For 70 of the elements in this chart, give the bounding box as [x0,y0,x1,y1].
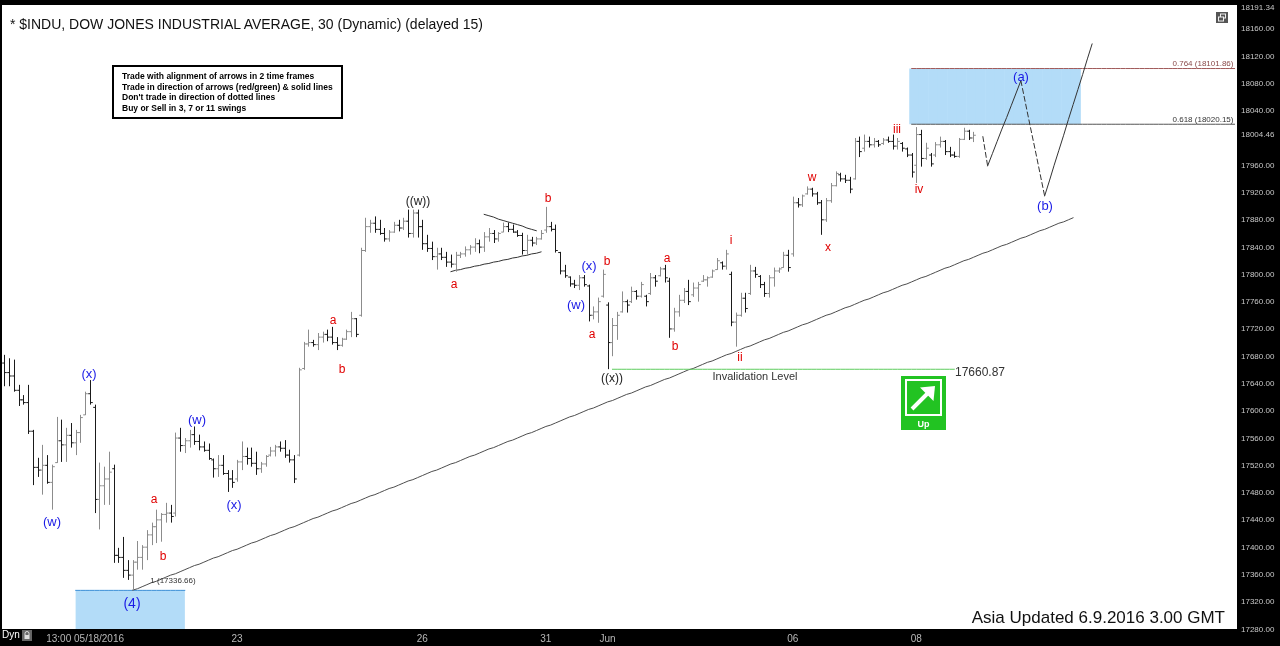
x-tick-label: 06 [787,632,799,644]
y-tick-label: 17560.00 [1241,433,1275,443]
annotation: ii [737,350,743,364]
annotation: b [544,191,552,205]
annotation: Trade in direction of arrows (red/green) & solid lines [122,81,333,92]
y-tick-label: 17960.00 [1241,160,1275,170]
annotation: a [588,327,596,341]
annotation: a [150,492,158,506]
annotation: (b) [1037,197,1053,213]
y-tick-label: 17280.00 [1241,624,1275,634]
y-tick-label: 18160.00 [1241,24,1275,34]
annotation: b [671,339,679,353]
annotation: a [329,313,337,327]
annotation: b [159,549,167,563]
annotation: (4) [123,595,141,611]
annotation: w [807,170,817,184]
annotation: b [603,254,611,268]
y-tick-label: 17760.00 [1241,297,1275,307]
x-tick-label: 23 [231,632,244,644]
annotation: (w) [42,513,62,529]
annotation: a [663,251,671,265]
annotation: (w) [187,411,207,427]
annotation: Trade with alignment of arrows in 2 time frames [122,71,316,82]
y-tick-label: 17600.00 [1241,406,1275,416]
y-tick-label: 18004.46 [1241,130,1275,140]
y-tick-label: 17320.00 [1241,597,1275,607]
y-tick-label: 18120.00 [1241,51,1275,61]
annotation: iii [893,122,901,136]
y-tick-label: 17400.00 [1241,542,1275,552]
annotation: Up [917,418,930,429]
x-tick-label: 31 [540,632,552,644]
annotation: (x) [226,496,242,512]
annotation: i [729,233,733,247]
y-tick-label: 18080.00 [1241,78,1275,88]
y-tick-label: 18191.34 [1241,3,1275,12]
annotation: Invalidation Level [712,369,798,382]
annotation: iv [914,182,924,196]
annotation: (x) [581,257,597,273]
x-tick-label: 08 [910,632,923,644]
annotation: a [450,277,458,291]
x-tick-label: Jun [599,632,616,644]
y-tick-label: 17880.00 [1241,215,1275,225]
y-tick-label: 17800.00 [1241,269,1275,279]
x-tick-label: 13:00 05/18/2016 [46,632,125,644]
annotation: b [338,362,346,376]
y-tick-label: 17840.00 [1241,242,1275,252]
y-tick-label: 17520.00 [1241,460,1275,470]
y-tick-label: 17920.00 [1241,188,1275,198]
annotation: 0.764 (18101.86) [1172,59,1234,68]
y-tick-label: 17640.00 [1241,378,1275,388]
y-tick-label: 17480.00 [1241,488,1275,498]
text: * $INDU, DOW JONES INDUSTRIAL AVERAGE, 30 (Dynamic) (delayed 15) [10,16,484,32]
y-tick-label: 17720.00 [1241,324,1275,334]
annotation: 0.618 (18020.15) [1172,115,1234,124]
annotation: 1 (17336.66) [150,576,196,585]
annotation: (x) [81,365,97,381]
annotation: Dyn [2,629,20,640]
annotation: ((x)) [601,371,623,385]
annotation: x [825,240,831,254]
annotation: Asia Updated 6.9.2016 3.00 GMT [971,608,1225,627]
y-tick-label: 17360.00 [1241,569,1275,579]
x-tick-label: 26 [416,632,429,644]
annotation: Don't trade in direction of dotted lines [122,92,277,103]
y-tick-label: 17440.00 [1241,515,1275,525]
annotation: Buy or Sell in 3, 7 or 11 swings [122,102,248,113]
annotation: (w) [566,296,586,312]
y-tick-label: 17680.00 [1241,351,1275,361]
y-tick-label: 18040.00 [1241,106,1275,116]
annotation: 17660.87 [954,365,1006,379]
annotation: ((w)) [405,194,431,208]
